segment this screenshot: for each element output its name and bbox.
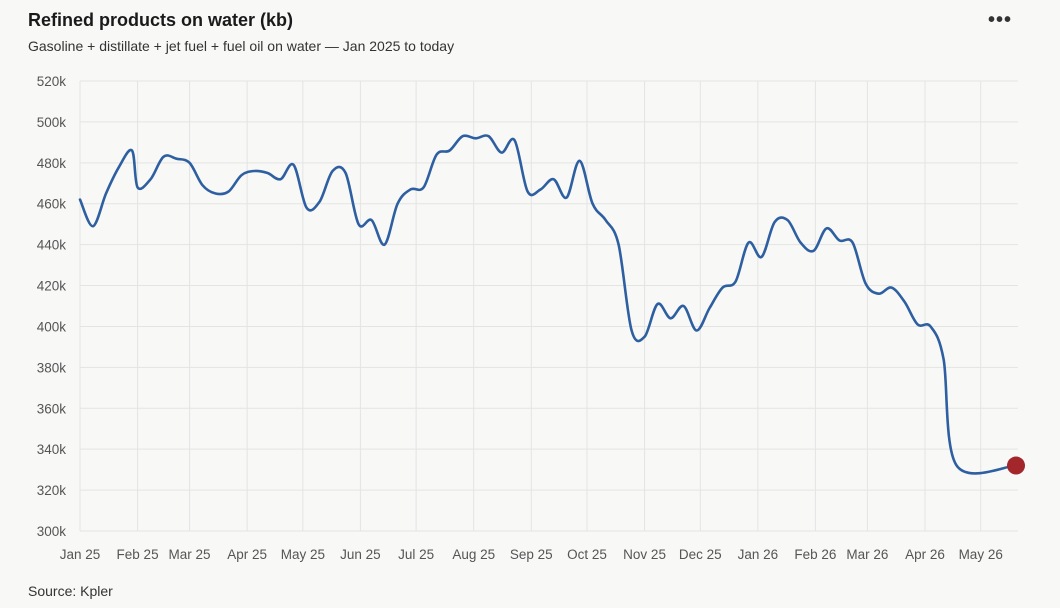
- x-tick-label: Apr 26: [905, 547, 945, 562]
- y-tick-label: 520k: [37, 74, 67, 89]
- x-tick-label: Sep 25: [510, 547, 553, 562]
- y-tick-label: 340k: [37, 442, 67, 457]
- more-options-button[interactable]: •••: [986, 6, 1014, 34]
- y-tick-label: 360k: [37, 401, 67, 416]
- x-tick-label: Jul 25: [398, 547, 434, 562]
- series-line: [78, 134, 1018, 475]
- y-tick-label: 440k: [37, 238, 67, 253]
- x-tick-label: Aug 25: [452, 547, 495, 562]
- y-tick-label: 380k: [37, 360, 67, 375]
- y-tick-label: 480k: [37, 156, 67, 171]
- y-tick-label: 300k: [37, 524, 67, 539]
- x-axis: Jan 25 Feb 25 Mar 25 Apr 25 May 25 Jun 25 Jul …: [60, 547, 1003, 562]
- x-tick-label: Oct 25: [567, 547, 607, 562]
- y-tick-label: 500k: [37, 115, 67, 130]
- x-tick-label: Dec 25: [679, 547, 722, 562]
- more-horizontal-icon: •••: [987, 9, 1012, 31]
- series-layer: [78, 134, 1025, 475]
- last-value-marker[interactable]: [1007, 456, 1025, 475]
- grid-lines: [79, 80, 1018, 532]
- y-tick-label: 320k: [37, 483, 67, 498]
- y-tick-label: 460k: [37, 197, 67, 212]
- x-tick-label: Jun 25: [340, 547, 381, 562]
- x-tick-label: Jan 26: [738, 547, 779, 562]
- x-tick-label: Jan 25: [60, 547, 101, 562]
- x-tick-label: Apr 25: [227, 547, 267, 562]
- x-tick-label: Feb 25: [117, 547, 159, 562]
- x-tick-label: May 26: [959, 547, 1003, 562]
- x-tick-label: May 25: [281, 547, 325, 562]
- y-tick-label: 400k: [37, 319, 67, 334]
- x-tick-label: Mar 25: [169, 547, 211, 562]
- y-tick-label: 420k: [37, 279, 67, 294]
- chart-subtitle: Gasoline + distillate + jet fuel + fuel …: [28, 38, 455, 54]
- source-note: Source: Kpler: [28, 583, 113, 599]
- chart-title: Refined products on water (kb): [28, 10, 294, 30]
- x-tick-label: Mar 26: [846, 547, 888, 562]
- x-tick-label: Feb 26: [794, 547, 836, 562]
- x-tick-label: Nov 25: [623, 547, 666, 562]
- y-axis: 300k 320k 340k 360k 380k 400k 420k 440k 460k 480k…: [37, 74, 67, 539]
